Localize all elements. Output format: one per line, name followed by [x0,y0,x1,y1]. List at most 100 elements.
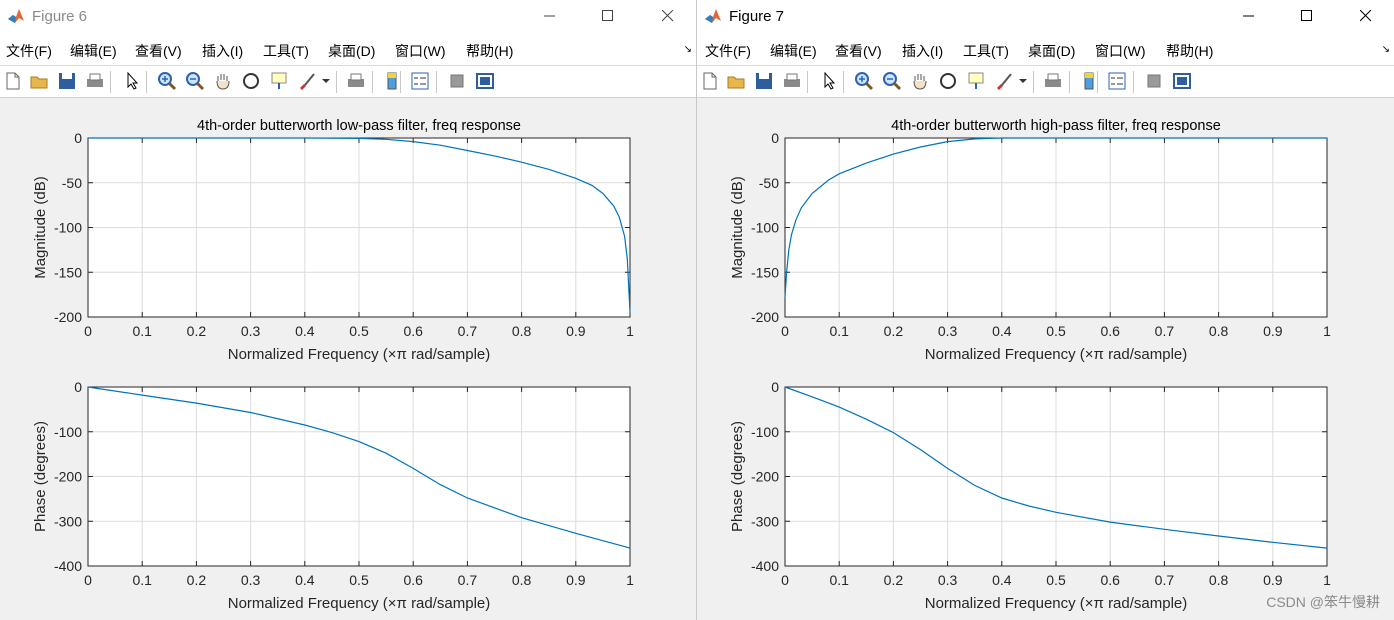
menu-view[interactable]: 查看(V) [835,43,882,59]
menu-desktop[interactable]: 桌面(D) [1028,43,1076,59]
zoom-out-icon[interactable] [881,70,903,92]
rotate-icon[interactable] [240,70,262,92]
x-tick-label: 1 [1323,323,1331,339]
toolbar-separator [110,71,111,93]
figure-window-7: Figure 7 文件(F) 编辑(E) 查看(V) 插入(I) 工具(T) 桌… [697,0,1394,620]
menu-help[interactable]: 帮助(H) [466,43,514,59]
toolbar-separator [1133,71,1134,93]
brush-icon[interactable] [993,70,1015,92]
menu-edit[interactable]: 编辑(E) [70,43,117,59]
watermark: CSDN @笨牛慢耕 [1266,594,1380,610]
print-icon[interactable] [781,70,803,92]
rotate-icon[interactable] [937,70,959,92]
plot-area: 0 0.1 0.2 0.3 0.4 0.5 0.6 0.7 0.8 0.9 1 0 -50 -100 -15… [0,98,696,620]
menu-insert[interactable]: 插入(I) [902,43,944,59]
toolbar-separator [843,71,844,93]
toolbar [697,66,1394,98]
menu-file[interactable]: 文件(F) [6,43,52,59]
new-figure-icon[interactable] [2,70,24,92]
figure-svg: 0 0.1 0.2 0.3 0.4 0.5 0.6 0.7 0.8 0.9 1 0 -50 -100 -15… [32,118,634,612]
close-button[interactable] [645,0,691,33]
zoom-out-icon[interactable] [184,70,206,92]
series-line [87,386,631,549]
y-tick-label: -300 [54,513,82,529]
save-icon[interactable] [56,70,78,92]
show-plot-tools-icon[interactable] [1171,70,1193,92]
zoom-in-icon[interactable] [156,70,178,92]
x-tick-label: 0.3 [938,323,958,339]
zoom-in-icon[interactable] [853,70,875,92]
show-plot-tools-icon[interactable] [474,70,496,92]
legend-icon[interactable] [1106,70,1128,92]
menu-tools[interactable]: 工具(T) [263,43,309,59]
y-tick-label: -300 [751,513,779,529]
maximize-icon [602,10,613,21]
print-preview-icon[interactable] [345,70,367,92]
data-cursor-icon[interactable] [268,70,290,92]
x-axis-label: Normalized Frequency (×π rad/sample) [925,595,1188,612]
x-tick-label: 0.3 [241,323,261,339]
hide-plot-tools-icon[interactable] [1143,70,1165,92]
open-icon[interactable] [725,70,747,92]
x-tick-label: 0.2 [187,572,207,588]
y-axis-label: Phase (degrees) [32,421,49,532]
y-tick-label: -200 [54,309,82,325]
menu-view[interactable]: 查看(V) [135,43,182,59]
x-tick-label: 0.1 [829,572,849,588]
y-tick-label: -200 [54,469,82,485]
x-tick-label: 0.6 [1100,323,1120,339]
legend-icon[interactable] [409,70,431,92]
x-tick-label: 0.1 [132,572,152,588]
colorbar-icon[interactable] [1078,70,1100,92]
link-icon[interactable] [318,70,340,92]
x-tick-label: 0.9 [1263,323,1283,339]
x-tick-label: 0.2 [884,323,904,339]
maximize-button[interactable] [1284,0,1330,33]
title-bar[interactable]: Figure 6 [0,0,696,33]
brush-icon[interactable] [296,70,318,92]
menu-window[interactable]: 窗口(W) [395,43,446,59]
minimize-button[interactable] [527,0,573,33]
close-button[interactable] [1343,0,1389,33]
print-preview-icon[interactable] [1042,70,1064,92]
data-cursor-icon[interactable] [965,70,987,92]
y-tick-label: 0 [74,379,82,395]
maximize-button[interactable] [585,0,631,33]
open-icon[interactable] [28,70,50,92]
print-icon[interactable] [84,70,106,92]
y-tick-label: 0 [771,130,779,146]
colorbar-icon[interactable] [381,70,403,92]
menu-file[interactable]: 文件(F) [705,43,751,59]
title-bar[interactable]: Figure 7 [697,0,1394,33]
dock-arrow-icon[interactable]: ↘ [1381,44,1390,55]
y-tick-label: -50 [62,175,82,191]
new-figure-icon[interactable] [699,70,721,92]
matlab-logo-icon [7,7,25,25]
x-tick-label: 0.2 [884,572,904,588]
x-tick-label: 0.4 [992,572,1012,588]
menu-window[interactable]: 窗口(W) [1095,43,1146,59]
x-tick-label: 0.3 [938,572,958,588]
menu-insert[interactable]: 插入(I) [202,43,244,59]
series-line [88,137,631,313]
hide-plot-tools-icon[interactable] [446,70,468,92]
menu-edit[interactable]: 编辑(E) [770,43,817,59]
save-icon[interactable] [753,70,775,92]
pan-icon[interactable] [212,70,234,92]
menu-tools[interactable]: 工具(T) [963,43,1009,59]
menu-help[interactable]: 帮助(H) [1166,43,1214,59]
y-tick-label: -150 [54,264,82,280]
pointer-icon[interactable] [121,70,143,92]
axes-magnitude: 0 0.1 0.2 0.3 0.4 0.5 0.6 0.7 0.8 0.9 1 0 -50 -100 -15… [729,118,1331,363]
x-tick-label: 0.2 [187,323,207,339]
menu-desktop[interactable]: 桌面(D) [328,43,376,59]
x-tick-label: 0.6 [403,572,423,588]
pointer-icon[interactable] [818,70,840,92]
y-tick-label: -100 [751,424,779,440]
minimize-button[interactable] [1226,0,1272,33]
x-tick-label: 0.8 [1209,572,1229,588]
link-icon[interactable] [1015,70,1037,92]
toolbar-separator [1033,71,1034,93]
pan-icon[interactable] [909,70,931,92]
dock-arrow-icon[interactable]: ↘ [683,44,692,55]
